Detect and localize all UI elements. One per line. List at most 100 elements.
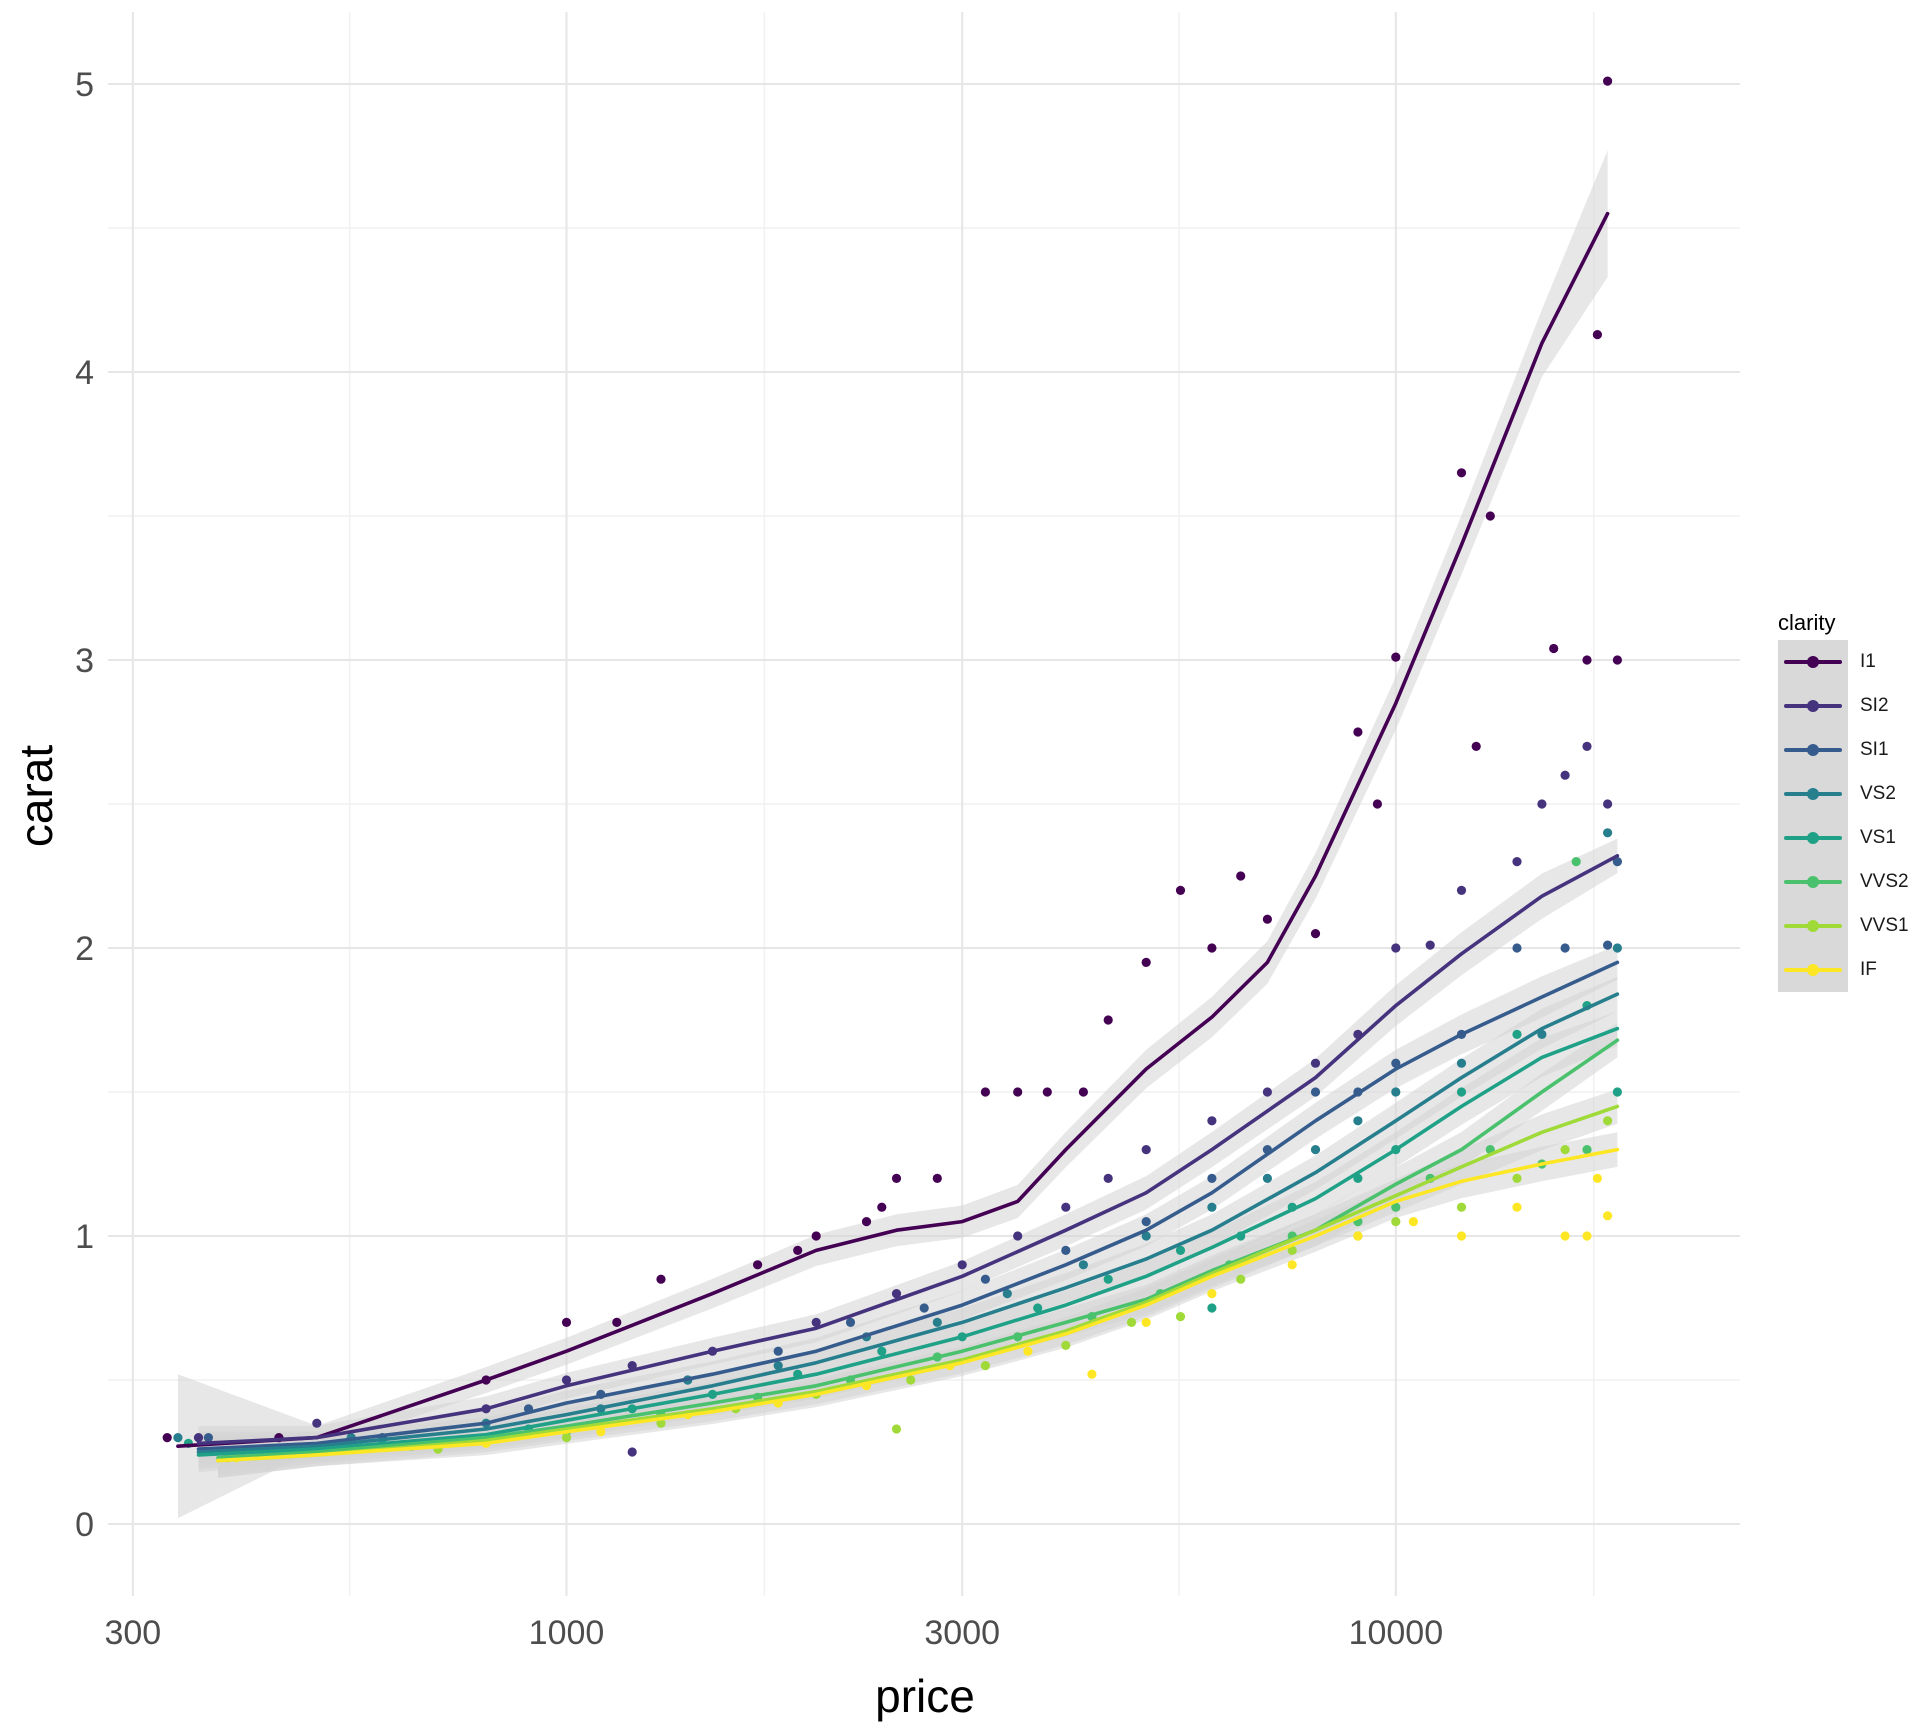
point-if <box>1512 1202 1522 1212</box>
point-si2 <box>1141 1145 1151 1155</box>
legend-item-i1: I1 <box>1778 640 1908 684</box>
point-vvs1 <box>1287 1245 1297 1255</box>
point-si1 <box>845 1317 856 1327</box>
point-si1 <box>1207 1173 1217 1183</box>
point-si2 <box>1310 1058 1321 1068</box>
point-si2 <box>957 1260 967 1270</box>
legend-label: SI2 <box>1860 695 1889 716</box>
y-tick-label: 0 <box>75 1506 94 1544</box>
legend-label: VVS2 <box>1860 871 1909 892</box>
smooth-confidence-bands <box>177 150 1618 1519</box>
legend-key-swatch <box>1778 816 1848 860</box>
point-i1 <box>1042 1087 1052 1097</box>
point-si2 <box>1061 1202 1071 1212</box>
point-vvs1 <box>1126 1317 1137 1327</box>
point-vs2 <box>1456 1058 1467 1068</box>
point-if <box>1207 1289 1217 1299</box>
point-if <box>1141 1317 1151 1327</box>
point-i1 <box>877 1202 887 1212</box>
point-i1 <box>891 1173 902 1183</box>
point-si2 <box>1582 741 1592 752</box>
x-tick-label: 10000 <box>1349 1614 1444 1652</box>
point-si2 <box>1013 1231 1023 1241</box>
point-i1 <box>1262 914 1272 924</box>
y-tick-label: 5 <box>75 66 94 104</box>
point-vs1 <box>877 1346 887 1356</box>
point-vs2 <box>1310 1145 1321 1155</box>
smooth-line-i1 <box>176 211 1610 1448</box>
point-vs1 <box>1103 1274 1113 1284</box>
point-i1 <box>793 1245 803 1255</box>
point-vs2 <box>1002 1289 1012 1299</box>
data-points <box>162 76 1622 1463</box>
point-i1 <box>1141 957 1151 968</box>
point-si2 <box>193 1433 204 1443</box>
point-if <box>1287 1260 1297 1270</box>
point-vs2 <box>1612 943 1622 953</box>
point-si2 <box>1391 943 1401 953</box>
smooth-line-si2 <box>196 853 1620 1446</box>
point-vvs1 <box>906 1375 916 1385</box>
point-if <box>1456 1231 1467 1241</box>
y-axis-tick-labels: 0 1 2 3 4 5 <box>75 66 94 1544</box>
point-si2 <box>1103 1173 1113 1183</box>
point-si1 <box>1612 857 1622 867</box>
legend-key-point <box>1807 964 1819 976</box>
legend-key-point <box>1807 920 1819 932</box>
point-i1 <box>932 1173 942 1183</box>
legend-label: VVS1 <box>1860 915 1909 936</box>
legend-item-si1: SI1 <box>1778 728 1908 772</box>
legend-item-vs2: VS2 <box>1778 772 1908 816</box>
point-si1 <box>1560 943 1570 953</box>
legend-title: clarity <box>1778 610 1836 635</box>
legend-keys: I1 SI2 SI1 VS2 VS1 VVS2 VVS1 IF <box>1778 640 1909 992</box>
point-vs2 <box>173 1433 183 1443</box>
point-i1 <box>1372 799 1382 809</box>
legend-label: VS1 <box>1860 827 1896 848</box>
x-axis-tick-labels: 300 1000 3000 10000 <box>104 1614 1443 1652</box>
point-vvs1 <box>891 1424 902 1434</box>
point-i1 <box>656 1274 666 1284</box>
point-i1 <box>1612 655 1622 665</box>
point-i1 <box>561 1317 572 1327</box>
legend-key-point <box>1807 832 1819 844</box>
point-si1 <box>1603 940 1613 950</box>
point-if <box>596 1427 606 1437</box>
x-tick-label: 1000 <box>529 1614 605 1652</box>
legend-label: VS2 <box>1860 783 1896 804</box>
legend-key-swatch <box>1778 728 1848 772</box>
confidence-band-i1 <box>177 150 1608 1519</box>
point-vs1 <box>1207 1303 1217 1313</box>
point-si1 <box>1512 943 1522 953</box>
point-vvs1 <box>1175 1312 1186 1322</box>
point-vvs1 <box>1236 1274 1246 1284</box>
point-i1 <box>1310 929 1321 939</box>
point-if <box>1023 1346 1033 1356</box>
y-tick-label: 3 <box>75 642 94 680</box>
legend-label: I1 <box>1860 651 1876 672</box>
point-si1 <box>1141 1217 1151 1227</box>
point-si1 <box>773 1346 783 1356</box>
y-tick-label: 1 <box>75 1218 94 1256</box>
point-vvs1 <box>1560 1145 1570 1155</box>
legend-item-si2: SI2 <box>1778 684 1908 728</box>
point-si1 <box>919 1303 929 1313</box>
legend-item-vvs2: VVS2 <box>1778 860 1909 904</box>
legend-key-swatch <box>1778 772 1848 816</box>
point-i1 <box>1549 643 1559 654</box>
legend: clarity I1 SI2 SI1 VS2 VS1 VVS2 VVS1 IF <box>1778 606 1909 992</box>
legend-label: IF <box>1860 959 1877 980</box>
y-tick-label: 4 <box>75 354 94 392</box>
point-i1 <box>861 1217 872 1227</box>
smooth-lines <box>176 211 1620 1463</box>
point-si2 <box>1603 799 1613 809</box>
legend-key-point <box>1807 744 1819 756</box>
point-if <box>1560 1231 1570 1241</box>
point-i1 <box>612 1317 622 1327</box>
point-i1 <box>811 1231 821 1241</box>
legend-label: SI1 <box>1860 739 1889 760</box>
point-vvs2 <box>1391 1202 1401 1212</box>
point-i1 <box>1078 1087 1088 1097</box>
point-si1 <box>203 1433 213 1443</box>
